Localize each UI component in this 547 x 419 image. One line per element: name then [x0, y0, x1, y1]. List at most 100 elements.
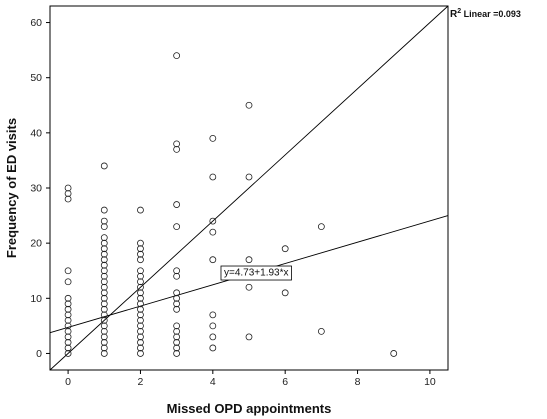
- data-point: [173, 294, 181, 302]
- data-point: [137, 256, 144, 264]
- data-point: [173, 300, 181, 308]
- data-point: [64, 350, 72, 357]
- data-point: [245, 173, 253, 181]
- x-tick-label: 0: [65, 376, 71, 388]
- data-point: [100, 245, 108, 253]
- data-point: [209, 217, 217, 225]
- y-axis-ticks: 0 10 20 30 40 50 60: [30, 17, 50, 360]
- data-point: [137, 272, 144, 280]
- data-point: [317, 327, 325, 335]
- data-point: [64, 327, 72, 335]
- data-point: [137, 327, 144, 335]
- data-point: [173, 52, 181, 60]
- data-point: [173, 272, 181, 280]
- data-point: [64, 316, 72, 324]
- y-tick-label: 60: [30, 17, 42, 29]
- data-point: [245, 256, 253, 264]
- data-point: [100, 344, 108, 352]
- data-point: [137, 311, 144, 319]
- data-point: [137, 339, 144, 346]
- data-point: [100, 333, 108, 341]
- r-squared-value: Linear =0.093: [461, 9, 521, 19]
- data-point: [245, 283, 253, 291]
- data-point: [209, 134, 217, 142]
- data-point: [100, 322, 108, 330]
- data-point: [173, 140, 181, 148]
- data-point: [137, 322, 144, 330]
- data-point: [100, 267, 108, 275]
- reference-line: [49, 5, 449, 371]
- data-point: [137, 250, 144, 258]
- data-point: [137, 316, 144, 324]
- data-point: [209, 344, 217, 352]
- data-point: [137, 333, 144, 341]
- data-point: [173, 333, 181, 341]
- data-point: [100, 206, 108, 214]
- data-point: [137, 305, 144, 313]
- y-tick-label: 20: [30, 238, 42, 250]
- data-point: [137, 267, 144, 275]
- data-point: [64, 305, 72, 313]
- annotations: y=4.73+1.93*x R2 Linear =0.093: [220, 8, 521, 281]
- data-point: [100, 217, 108, 225]
- y-tick-label: 30: [30, 183, 42, 195]
- data-point: [137, 344, 144, 352]
- data-point: [100, 289, 108, 297]
- y-tick-label: 10: [30, 293, 42, 305]
- data-point: [64, 311, 72, 319]
- r-squared-label: R2 Linear =0.093: [450, 8, 521, 20]
- data-point: [100, 278, 108, 286]
- data-point: [137, 350, 144, 357]
- fit-equation-label: y=4.73+1.93*x: [224, 268, 289, 279]
- x-tick-label: 6: [282, 376, 288, 388]
- data-point: [209, 228, 217, 236]
- data-point: [100, 305, 108, 313]
- data-point: [173, 339, 181, 346]
- data-point: [137, 289, 144, 297]
- data-point: [100, 339, 108, 346]
- data-point: [100, 300, 108, 308]
- data-point: [64, 339, 72, 346]
- data-point: [64, 294, 72, 302]
- y-tick-label: 0: [36, 348, 42, 360]
- data-point: [173, 201, 181, 208]
- y-tick-label: 40: [30, 127, 42, 139]
- data-point: [64, 190, 72, 197]
- fit-equation-box: [220, 265, 292, 281]
- data-point: [100, 239, 108, 247]
- data-point: [173, 344, 181, 352]
- x-tick-label: 10: [424, 376, 436, 388]
- data-point: [64, 322, 72, 330]
- r-squared-prefix: R: [450, 9, 458, 20]
- y-tick-label: 50: [30, 72, 42, 84]
- data-point: [173, 322, 181, 330]
- data-point: [173, 289, 181, 297]
- data-point: [209, 322, 217, 330]
- data-point: [100, 162, 108, 170]
- data-point: [281, 245, 289, 253]
- data-point: [209, 311, 217, 319]
- data-point: [64, 300, 72, 308]
- data-point: [100, 327, 108, 335]
- data-point: [173, 327, 181, 335]
- x-tick-label: 4: [210, 376, 216, 388]
- data-point: [209, 333, 217, 341]
- data-point: [245, 333, 253, 341]
- data-point: [100, 283, 108, 291]
- data-point: [137, 245, 144, 253]
- data-point: [100, 294, 108, 302]
- data-point: [100, 261, 108, 269]
- data-point: [209, 256, 217, 264]
- data-point: [137, 283, 144, 291]
- data-point: [245, 101, 253, 109]
- data-point: [64, 278, 72, 286]
- x-tick-label: 2: [138, 376, 144, 388]
- x-axis-ticks: 0 2 4 6 8 10: [65, 370, 436, 388]
- fit-lines: [49, 5, 449, 371]
- data-point: [173, 267, 181, 275]
- r-squared-superscript: 2: [457, 8, 461, 15]
- data-point: [173, 145, 181, 153]
- data-point: [173, 305, 181, 313]
- data-point: [64, 195, 72, 203]
